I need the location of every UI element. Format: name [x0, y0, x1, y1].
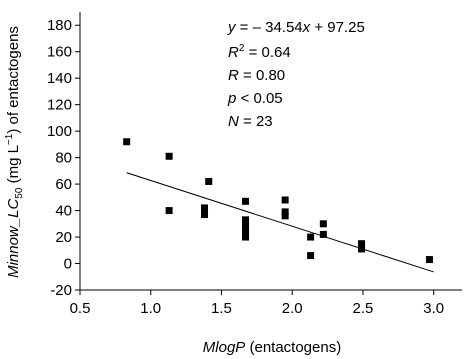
y-tick-label: 160: [47, 44, 72, 61]
y-axis-label: Minnow_LC50 (mg L−1) of entactogens: [4, 26, 25, 278]
data-point: [242, 216, 250, 224]
x-tick-label: 1.0: [140, 300, 161, 317]
y-tick-label: 180: [47, 17, 72, 34]
eq-x-var: x: [302, 19, 311, 36]
y-tick-label: 80: [55, 150, 72, 167]
y-label-unit-close: ) of entactogens: [5, 26, 22, 134]
data-point: [319, 220, 327, 228]
p-var: p: [227, 90, 236, 107]
data-point: [242, 224, 250, 232]
data-point: [358, 240, 366, 248]
y-tick-label: 120: [47, 97, 72, 114]
x-tick-label: 1.5: [211, 300, 232, 317]
eq-y-var: y: [227, 19, 237, 36]
p-annotation: p < 0.05: [227, 90, 283, 107]
y-tick-label: 20: [55, 229, 72, 246]
data-point: [201, 211, 209, 219]
y-label-var: Minnow_LC: [5, 199, 22, 278]
data-point: [201, 207, 209, 215]
data-point: [165, 207, 173, 215]
x-label-var: MlogP: [203, 339, 246, 356]
y-tick-label: 100: [47, 123, 72, 140]
data-point: [242, 228, 250, 236]
r2-annotation: R2 = 0.64: [228, 43, 291, 61]
data-point: [281, 196, 289, 204]
y-label-unit-sup: −1: [4, 133, 15, 145]
y-ticks: -20 0 20 40 60 80 100 120 140 160 180: [47, 17, 80, 299]
eq-tail: + 97.25: [310, 19, 365, 36]
r-var: R: [228, 67, 239, 84]
x-axis-label: MlogP (entactogens): [203, 339, 341, 356]
n-rest: = 23: [239, 113, 273, 130]
x-tick-label: 2.0: [282, 300, 303, 317]
x-tick-label: 0.5: [70, 300, 91, 317]
regression-fit: [126, 172, 434, 273]
y-label-unit-open: (mg L: [5, 145, 22, 188]
x-tick-label: 3.0: [423, 300, 444, 317]
data-point: [123, 138, 131, 146]
p-rest: < 0.05: [236, 90, 282, 107]
data-point: [307, 252, 315, 260]
data-point: [319, 230, 327, 238]
y-tick-label: 0: [64, 256, 72, 273]
eq-rest: = – 34.54: [236, 19, 303, 36]
x-label-rest: (entactogens): [245, 339, 341, 356]
y-tick-label: 60: [55, 176, 72, 193]
data-point: [242, 220, 250, 228]
y-tick-label: 40: [55, 203, 72, 220]
data-points: [123, 138, 433, 264]
data-point: [358, 245, 366, 253]
data-point: [307, 233, 315, 241]
equation-annotation: y = – 34.54x + 97.25: [227, 19, 365, 36]
n-var: N: [228, 113, 239, 130]
data-point: [242, 233, 250, 241]
data-point: [425, 256, 433, 264]
regression-line: [126, 172, 434, 273]
r-annotation: R = 0.80: [228, 67, 285, 84]
data-point: [242, 197, 250, 205]
y-label-sub: 50: [14, 187, 25, 199]
data-point: [281, 212, 289, 220]
y-tick-label: 140: [47, 70, 72, 87]
y-tick-label: -20: [50, 282, 72, 299]
data-point: [165, 152, 173, 160]
x-tick-label: 2.5: [353, 300, 374, 317]
r2-sup: 2: [239, 43, 245, 54]
n-annotation: N = 23: [228, 113, 273, 130]
data-point: [281, 208, 289, 216]
data-point: [205, 177, 213, 185]
r-rest: = 0.80: [239, 67, 285, 84]
r2-var: R: [228, 44, 239, 61]
r2-rest: = 0.64: [244, 44, 290, 61]
axes: [79, 12, 462, 291]
x-ticks: 0.5 1.0 1.5 2.0 2.5 3.0: [70, 290, 444, 317]
